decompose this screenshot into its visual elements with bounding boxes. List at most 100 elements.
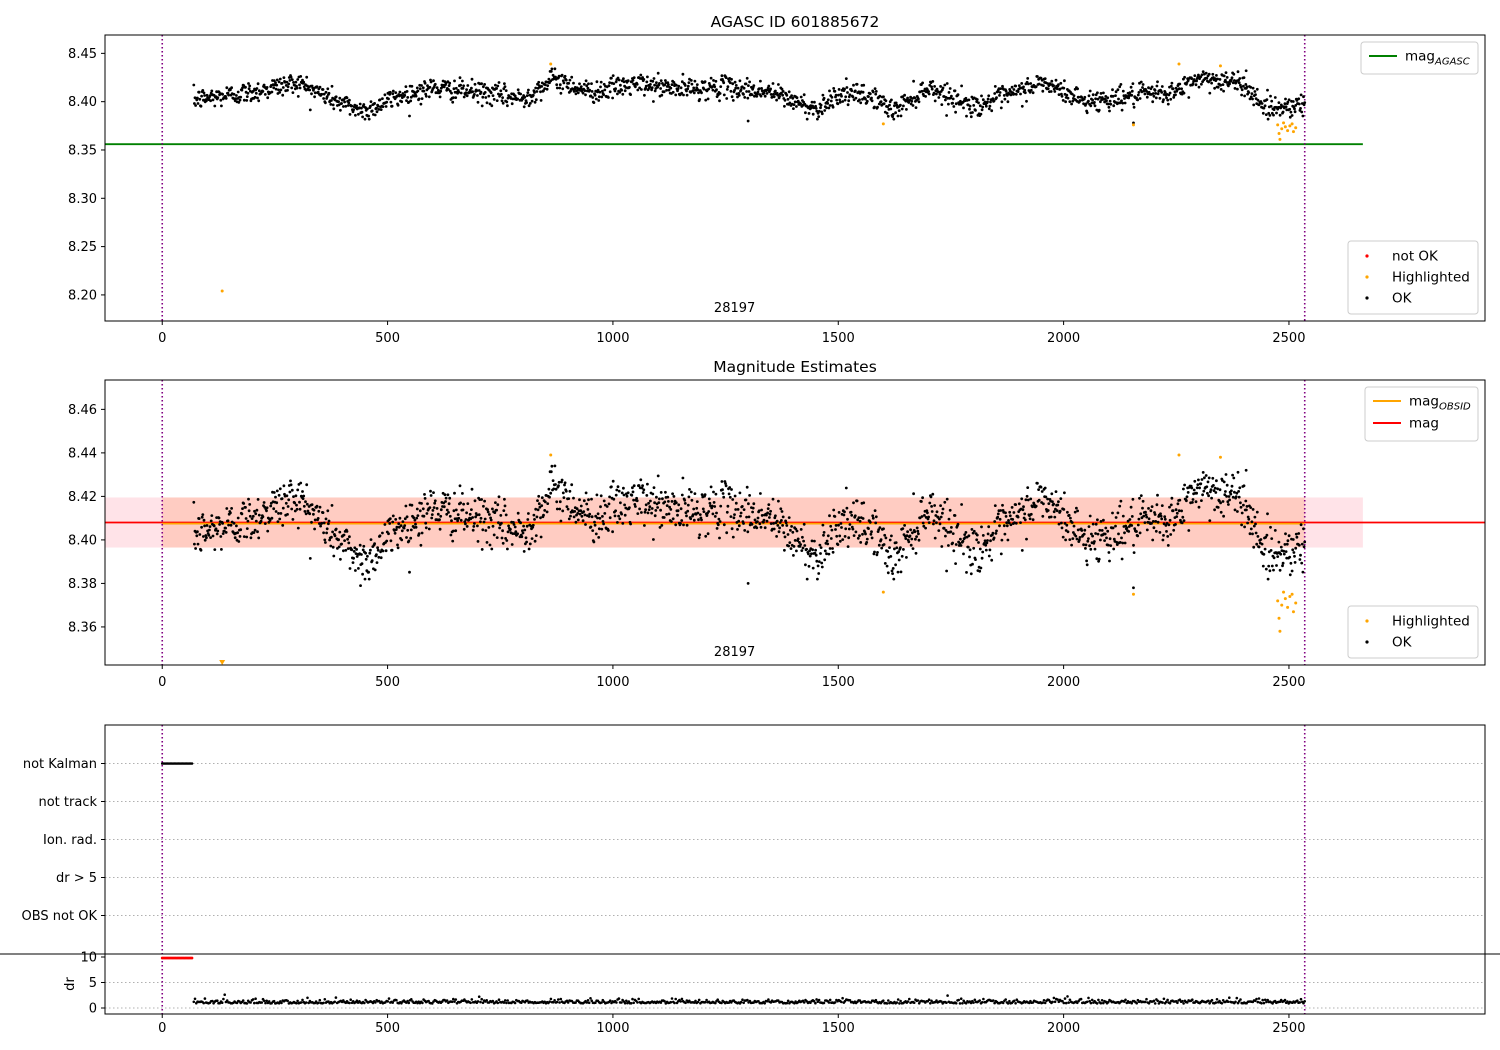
ok-point bbox=[873, 105, 876, 109]
ok-point bbox=[277, 80, 281, 84]
ok-point bbox=[340, 542, 343, 546]
ok-point bbox=[840, 526, 843, 529]
dr-x-tick-label: 500 bbox=[375, 1021, 400, 1036]
dr-point bbox=[908, 997, 911, 1001]
ok-point bbox=[1244, 468, 1248, 472]
ok-point bbox=[940, 103, 944, 106]
ok-point bbox=[1181, 515, 1185, 519]
ok-point bbox=[651, 79, 655, 83]
ok-point bbox=[757, 509, 761, 513]
ok-point bbox=[540, 496, 544, 500]
ok-point bbox=[313, 518, 317, 522]
ok-point bbox=[781, 515, 785, 519]
ok-point bbox=[1207, 72, 1211, 76]
ok-point bbox=[201, 513, 205, 516]
ok-point bbox=[1075, 537, 1079, 541]
ok-point bbox=[1198, 486, 1201, 490]
dr-point bbox=[741, 998, 744, 1001]
ok-point bbox=[1116, 88, 1120, 92]
ok-point bbox=[291, 518, 295, 521]
ok-point bbox=[689, 517, 693, 521]
ok-point bbox=[486, 510, 490, 514]
ok-point bbox=[257, 536, 261, 540]
ok-point bbox=[1043, 486, 1047, 490]
ok-point bbox=[845, 506, 849, 510]
ok-point bbox=[305, 483, 309, 487]
ok-point bbox=[879, 100, 883, 103]
ok-point bbox=[539, 516, 542, 520]
ok-point bbox=[852, 98, 856, 102]
ok-point bbox=[525, 540, 528, 544]
ok-point bbox=[383, 93, 387, 97]
dr-point bbox=[202, 1001, 205, 1005]
ok-point bbox=[1255, 510, 1259, 514]
ok-point bbox=[528, 102, 532, 105]
ok-point bbox=[886, 105, 890, 109]
ok-point bbox=[1020, 82, 1024, 85]
ok-point bbox=[1108, 99, 1112, 103]
flags-points bbox=[160, 762, 1306, 1005]
dr-point bbox=[1004, 998, 1007, 1001]
ok-point bbox=[308, 512, 312, 516]
flags-grid bbox=[0, 725, 1500, 1014]
legend-label-base: mag bbox=[1409, 394, 1439, 410]
ok-point bbox=[831, 547, 834, 550]
ok-point bbox=[637, 484, 641, 487]
ok-point bbox=[343, 100, 346, 104]
ok-point bbox=[1252, 524, 1256, 528]
ok-point bbox=[947, 517, 951, 521]
ok-point bbox=[597, 99, 601, 102]
ok-point bbox=[230, 86, 234, 90]
ok-point bbox=[286, 513, 289, 516]
ok-point bbox=[401, 92, 405, 95]
ok-point bbox=[1195, 486, 1199, 490]
ok-point bbox=[248, 503, 252, 506]
dr-point bbox=[1089, 1001, 1093, 1005]
ok-point bbox=[539, 535, 543, 539]
ok-point bbox=[1024, 498, 1028, 502]
ok-point bbox=[454, 508, 458, 512]
ok-point bbox=[873, 550, 876, 554]
legend-line-label: mag bbox=[1409, 416, 1439, 432]
ok-point bbox=[1084, 543, 1088, 547]
ok-point bbox=[1149, 509, 1153, 513]
ok-point bbox=[1222, 74, 1226, 78]
ok-point bbox=[841, 100, 845, 103]
ok-point bbox=[1073, 510, 1077, 514]
dr-point bbox=[406, 999, 409, 1003]
dr-point bbox=[349, 998, 353, 1001]
ok-point bbox=[821, 93, 825, 97]
ok-point bbox=[1191, 498, 1195, 501]
ok-point bbox=[865, 99, 869, 103]
ok-point bbox=[325, 531, 328, 535]
ok-point bbox=[1141, 86, 1144, 89]
ok-point bbox=[1145, 515, 1149, 519]
dr-point bbox=[277, 1002, 281, 1005]
ok-point bbox=[1298, 558, 1302, 561]
ok-point bbox=[1094, 97, 1097, 101]
ok-point bbox=[1023, 518, 1027, 522]
ok-point bbox=[1099, 538, 1102, 542]
ok-point bbox=[1294, 546, 1298, 550]
ok-point bbox=[1006, 538, 1010, 542]
ok-point bbox=[733, 513, 736, 516]
ok-point bbox=[326, 87, 330, 91]
ok-point bbox=[423, 497, 427, 500]
ok-point bbox=[196, 102, 200, 105]
ok-point bbox=[1135, 530, 1138, 533]
ok-point bbox=[825, 539, 829, 543]
ok-point bbox=[914, 537, 917, 541]
ok-point bbox=[1058, 509, 1062, 513]
ok-point bbox=[1162, 534, 1165, 537]
dr-point bbox=[632, 1001, 635, 1005]
ok-point bbox=[868, 520, 872, 524]
ok-point bbox=[501, 101, 505, 105]
ok-point bbox=[384, 549, 388, 553]
ok-point bbox=[546, 502, 550, 505]
ok-point bbox=[715, 511, 718, 515]
ok-point bbox=[274, 87, 278, 91]
ok-point bbox=[409, 528, 413, 532]
ok-point bbox=[430, 513, 434, 516]
ok-point bbox=[1288, 115, 1292, 119]
ok-point bbox=[595, 80, 599, 84]
